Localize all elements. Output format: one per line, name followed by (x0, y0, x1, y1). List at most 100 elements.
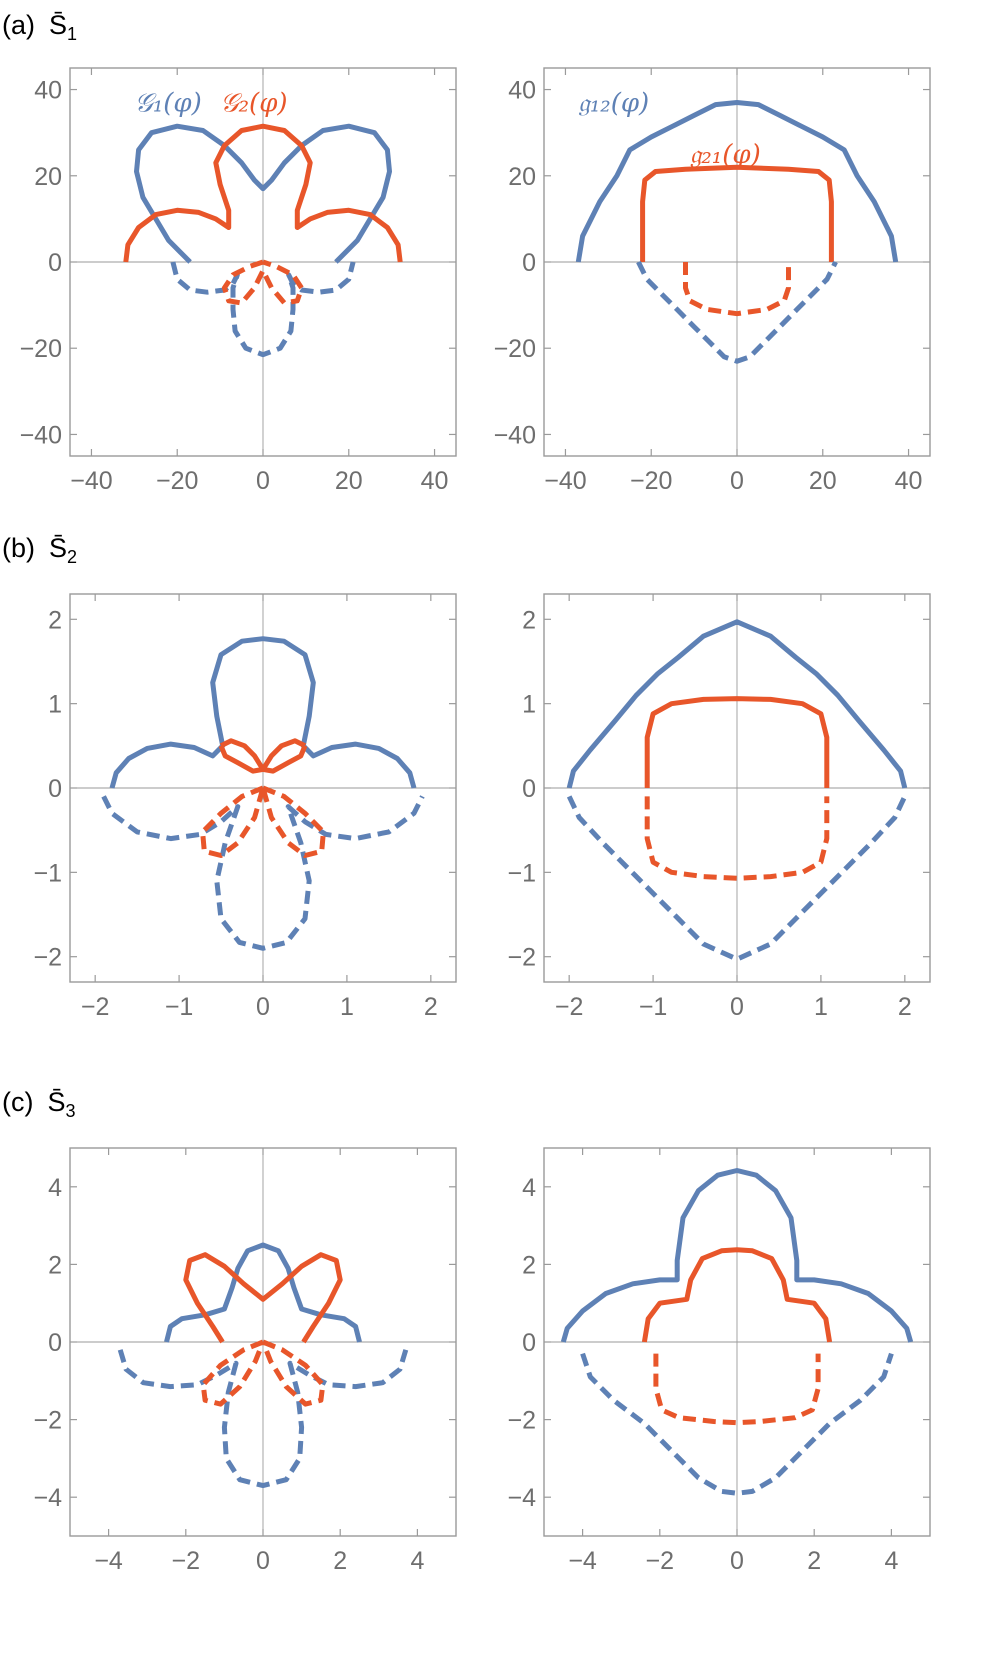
row-label-a-sub: 1 (67, 24, 78, 44)
row-label-c-letter: (c) (2, 1087, 34, 1117)
series-orange-dashed-4 (200, 785, 266, 858)
y-tick-label: 0 (522, 249, 536, 277)
x-tick-label: −1 (639, 993, 668, 1021)
y-tick-label: −2 (33, 944, 62, 972)
series-orange-dashed-3 (200, 1339, 266, 1407)
chart-0: −40 −40 −20 −20 0 0 20 20 40 40 𝒢₁(φ) 𝒢₂(φ) (20, 67, 457, 495)
chart-2: −2 −2 −1 −1 0 0 1 1 2 2 (33, 593, 457, 1021)
series-orange-solid-2 (260, 738, 308, 774)
legend-label-1: 𝒢₂(φ) (220, 88, 287, 118)
x-tick-label: 0 (730, 1547, 744, 1575)
series-blue-solid-0 (164, 1242, 362, 1343)
series-blue-dashed-3 (101, 795, 425, 951)
y-tick-label: 20 (34, 163, 62, 191)
y-tick-label: 40 (34, 77, 62, 105)
y-tick-label: −40 (20, 421, 62, 449)
series-orange-solid-1 (640, 164, 834, 262)
y-tick-label: 0 (48, 249, 62, 277)
series-orange-solid-1 (641, 1247, 833, 1343)
x-tick-label: 4 (410, 1547, 424, 1575)
x-tick-label: 20 (809, 467, 837, 495)
x-tick-label: 2 (807, 1547, 821, 1575)
row-label-b: (b) S̄2 (2, 533, 77, 568)
series-blue-dashed-2 (170, 261, 356, 358)
row-label-b-symbol: S̄ (49, 533, 68, 563)
x-tick-label: −2 (555, 993, 584, 1021)
x-tick-label: 0 (256, 467, 270, 495)
series-orange-dashed-5 (260, 785, 326, 858)
row-label-c-sub: 3 (65, 1101, 76, 1121)
x-tick-label: −4 (94, 1547, 123, 1575)
series-orange-dashed-3 (683, 262, 791, 317)
x-tick-label: 40 (895, 467, 923, 495)
row-label-a: (a) S̄1 (2, 10, 77, 45)
y-tick-label: −4 (507, 1484, 536, 1512)
y-tick-label: −4 (33, 1484, 62, 1512)
y-tick-label: 2 (48, 606, 62, 634)
y-tick-label: 1 (522, 691, 536, 719)
x-tick-label: 1 (814, 993, 828, 1021)
y-tick-label: −2 (507, 944, 536, 972)
series-orange-dashed-3 (653, 1353, 821, 1426)
y-tick-label: −1 (507, 859, 536, 887)
series-orange-solid-1 (123, 123, 403, 263)
y-tick-label: 0 (522, 775, 536, 803)
y-tick-label: 0 (48, 1329, 62, 1357)
y-tick-label: 4 (522, 1174, 536, 1202)
x-tick-label: −20 (156, 467, 198, 495)
x-tick-label: 40 (421, 467, 449, 495)
series-orange-solid-1 (644, 696, 830, 788)
chart-1: −40 −40 −20 −20 0 0 20 20 40 40 𝔤₁₂(φ) 𝔤₂₁(φ) (494, 67, 931, 495)
series-blue-solid-0 (134, 123, 392, 264)
series-orange-dashed-4 (260, 1339, 326, 1407)
x-tick-label: −2 (172, 1547, 201, 1575)
x-tick-label: 0 (730, 467, 744, 495)
series-blue-solid-0 (109, 636, 417, 789)
x-tick-label: −2 (81, 993, 110, 1021)
row-label-c: (c) S̄3 (2, 1087, 76, 1122)
y-tick-label: 4 (48, 1174, 62, 1202)
y-tick-label: 1 (48, 691, 62, 719)
x-tick-label: 2 (424, 993, 438, 1021)
y-tick-label: 40 (508, 77, 536, 105)
x-tick-label: −40 (544, 467, 586, 495)
y-tick-label: 2 (522, 606, 536, 634)
row-label-c-symbol: S̄ (47, 1087, 66, 1117)
series-orange-solid-1 (218, 738, 266, 774)
legend-label-0: 𝔤₁₂(φ) (578, 88, 649, 118)
series-blue-solid-0 (566, 619, 908, 789)
chart-3: −2 −2 −1 −1 0 0 1 1 2 2 (507, 593, 931, 1021)
y-tick-label: 0 (522, 1329, 536, 1357)
series-orange-solid-1 (183, 1252, 343, 1344)
y-tick-label: 20 (508, 163, 536, 191)
series-blue-dashed-2 (566, 795, 908, 962)
x-tick-label: −20 (630, 467, 672, 495)
series-blue-solid-0 (560, 1168, 914, 1343)
x-tick-label: 0 (256, 1547, 270, 1575)
x-tick-label: 1 (340, 993, 354, 1021)
x-tick-label: 2 (333, 1547, 347, 1575)
x-tick-label: 0 (730, 993, 744, 1021)
y-tick-label: 0 (48, 775, 62, 803)
series-orange-dashed-3 (221, 259, 305, 306)
chart-5: −4 −4 −2 −2 0 0 2 2 4 4 (507, 1147, 931, 1575)
legend-label-0: 𝒢₁(φ) (134, 88, 201, 118)
x-tick-label: 0 (256, 993, 270, 1021)
series-blue-dashed-2 (580, 1352, 894, 1496)
series-blue-solid-0 (575, 100, 899, 263)
y-tick-label: −2 (33, 1407, 62, 1435)
x-tick-label: 2 (898, 993, 912, 1021)
row-label-a-symbol: S̄ (49, 10, 68, 40)
series-blue-dashed-2 (636, 260, 838, 364)
legend-label-1: 𝔤₂₁(φ) (690, 140, 761, 170)
x-tick-label: −40 (70, 467, 112, 495)
series-blue-dashed-2 (117, 1349, 409, 1489)
row-label-b-sub: 2 (67, 547, 78, 567)
y-tick-label: −2 (507, 1407, 536, 1435)
y-tick-label: 2 (48, 1251, 62, 1279)
x-tick-label: −2 (646, 1547, 675, 1575)
chart-4: −4 −4 −2 −2 0 0 2 2 4 4 (33, 1147, 457, 1575)
y-tick-label: −20 (494, 335, 536, 363)
x-tick-label: −1 (165, 993, 194, 1021)
